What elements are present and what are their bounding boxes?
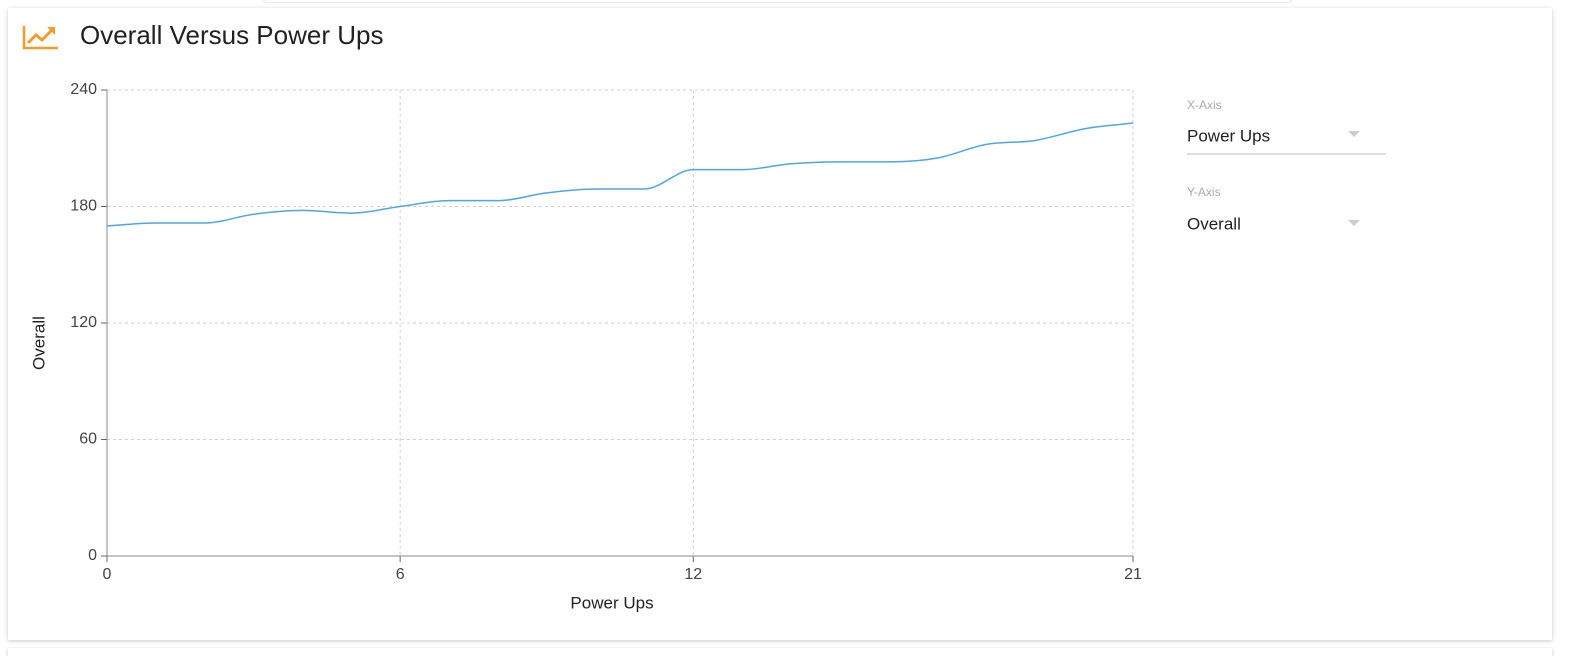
y-tick-label: 0 (88, 547, 97, 564)
select-label: X-Axis (1187, 98, 1222, 112)
y-axis-label: Overall (29, 316, 48, 370)
card (8, 8, 1552, 640)
x-tick-label: 0 (103, 566, 112, 583)
previous-card-edge (265, 0, 1290, 2)
next-card-edge (8, 648, 1552, 656)
data-line (106, 122, 1134, 227)
x-tick-label: 21 (1124, 566, 1142, 583)
chart-title: Overall Versus Power Ups (80, 20, 383, 50)
x-tick-label: 12 (684, 566, 702, 583)
select-label: Y-Axis (1187, 185, 1221, 199)
select-value[interactable]: Overall (1187, 214, 1241, 233)
dropdown-arrow[interactable] (1348, 131, 1360, 137)
dropdown-arrow[interactable] (1348, 220, 1360, 226)
y-tick-label: 180 (70, 198, 97, 215)
x-tick-label: 6 (396, 566, 405, 583)
y-axis-select[interactable]: Y-Axis Overall (1187, 185, 1360, 233)
trend-icon (22, 26, 58, 50)
x-axis-label: Power Ups (570, 593, 653, 612)
y-tick-label: 120 (70, 314, 97, 331)
x-axis-select[interactable]: X-Axis Power Ups (1187, 98, 1386, 155)
y-tick-label: 60 (79, 431, 97, 448)
y-tick-label: 240 (70, 81, 97, 98)
select-value[interactable]: Power Ups (1187, 126, 1270, 145)
